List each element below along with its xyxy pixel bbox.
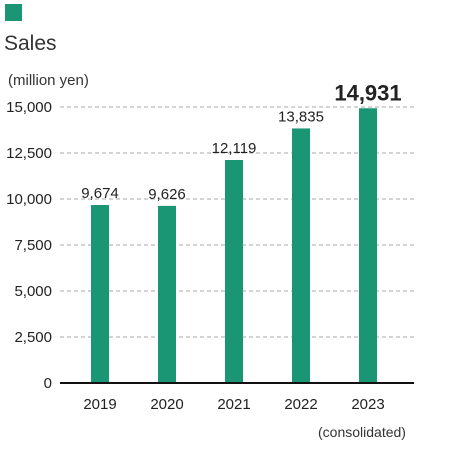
x-tick-label-2021: 2021 xyxy=(217,396,250,413)
value-label-2021: 12,119 xyxy=(212,140,257,157)
y-tick-label: 7,500 xyxy=(14,237,52,254)
value-label-2020: 9,626 xyxy=(148,186,186,203)
y-tick-label: 12,500 xyxy=(6,145,52,162)
bar-2019 xyxy=(91,204,109,383)
value-label-2022: 13,835 xyxy=(278,108,324,125)
value-label-2023: 14,931 xyxy=(334,80,401,105)
legend-swatch xyxy=(5,4,22,21)
y-tick-label: 0 xyxy=(44,375,52,392)
y-axis-unit-label: (million yen) xyxy=(8,72,89,89)
bar-2022 xyxy=(292,128,310,383)
consolidated-note: (consolidated) xyxy=(318,424,406,440)
x-tick-label-2019: 2019 xyxy=(83,396,116,413)
bar-2023 xyxy=(359,108,377,384)
y-tick-label: 10,000 xyxy=(6,191,52,208)
x-tick-label-2022: 2022 xyxy=(284,396,317,413)
chart-title: Sales xyxy=(4,32,57,55)
bar-2021 xyxy=(225,160,243,383)
x-tick-label-2023: 2023 xyxy=(351,396,384,413)
x-tick-label-2020: 2020 xyxy=(150,396,183,413)
value-label-2019: 9,674 xyxy=(81,185,119,202)
bar-2020 xyxy=(158,205,176,383)
y-tick-label: 5,000 xyxy=(14,283,52,300)
y-tick-label: 15,000 xyxy=(6,99,52,116)
y-tick-label: 2,500 xyxy=(14,329,52,346)
